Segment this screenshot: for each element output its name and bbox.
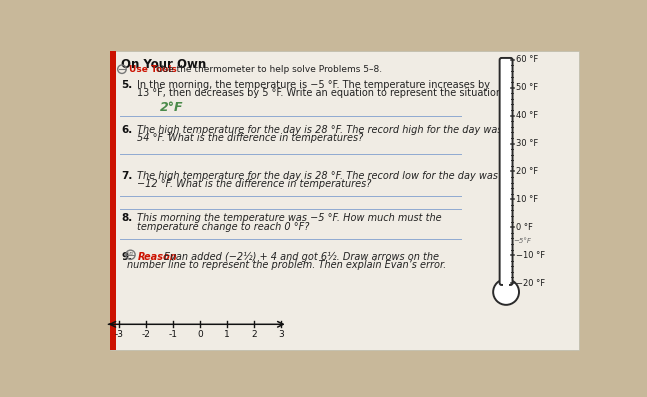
Circle shape [493, 279, 519, 305]
Text: Reason: Reason [138, 252, 178, 262]
Text: 0: 0 [197, 330, 203, 339]
Text: number line to represent the problem. Then explain Evan’s error.: number line to represent the problem. Th… [127, 260, 446, 270]
Text: −5°F: −5°F [513, 238, 531, 244]
Text: The high temperature for the day is 28 °F. The record low for the day was: The high temperature for the day is 28 °… [137, 171, 498, 181]
Text: Evan added (−2½) + 4 and got 6½. Draw arrows on the: Evan added (−2½) + 4 and got 6½. Draw ar… [164, 252, 439, 262]
Text: 54 °F. What is the difference in temperatures?: 54 °F. What is the difference in tempera… [137, 133, 363, 143]
Text: -1: -1 [168, 330, 177, 339]
Text: The high temperature for the day is 28 °F. The record high for the day was: The high temperature for the day is 28 °… [137, 125, 502, 135]
FancyBboxPatch shape [499, 58, 512, 285]
Text: 60 °F: 60 °F [516, 55, 538, 64]
Text: This morning the temperature was −5 °F. How much must the: This morning the temperature was −5 °F. … [137, 213, 441, 223]
Text: 0 °F: 0 °F [516, 223, 533, 232]
Text: Use the thermometer to help solve Problems 5–8.: Use the thermometer to help solve Proble… [155, 65, 382, 74]
Text: 40 °F: 40 °F [516, 111, 538, 120]
Text: 2°F: 2°F [160, 101, 184, 114]
Text: 3: 3 [279, 330, 284, 339]
Text: -2: -2 [142, 330, 150, 339]
Text: temperature change to reach 0 °F?: temperature change to reach 0 °F? [137, 222, 309, 232]
Bar [111, 51, 116, 350]
Text: 10 °F: 10 °F [516, 195, 538, 204]
Text: −10 °F: −10 °F [516, 251, 545, 260]
Text: 7.: 7. [121, 171, 133, 181]
Text: −12 °F. What is the difference in temperatures?: −12 °F. What is the difference in temper… [137, 179, 371, 189]
Text: 50 °F: 50 °F [516, 83, 538, 92]
Text: 1: 1 [225, 330, 230, 339]
Text: 30 °F: 30 °F [516, 139, 538, 148]
Text: In the morning, the temperature is −5 °F. The temperature increases by: In the morning, the temperature is −5 °F… [137, 80, 490, 90]
Text: 9.: 9. [121, 252, 132, 262]
Bar [503, 278, 509, 288]
Text: 8.: 8. [121, 213, 133, 223]
Text: 5.: 5. [121, 80, 133, 90]
Text: −20 °F: −20 °F [516, 279, 545, 287]
Text: MP: MP [127, 252, 134, 257]
Text: 20 °F: 20 °F [516, 167, 538, 176]
Text: 6.: 6. [121, 125, 133, 135]
Text: -3: -3 [115, 330, 124, 339]
Text: 13 °F, then decreases by 5 °F. Write an equation to represent the situation.: 13 °F, then decreases by 5 °F. Write an … [137, 89, 505, 98]
Text: 2: 2 [252, 330, 257, 339]
Text: Use Tools: Use Tools [129, 65, 177, 74]
Text: On Your Own: On Your Own [121, 58, 206, 71]
